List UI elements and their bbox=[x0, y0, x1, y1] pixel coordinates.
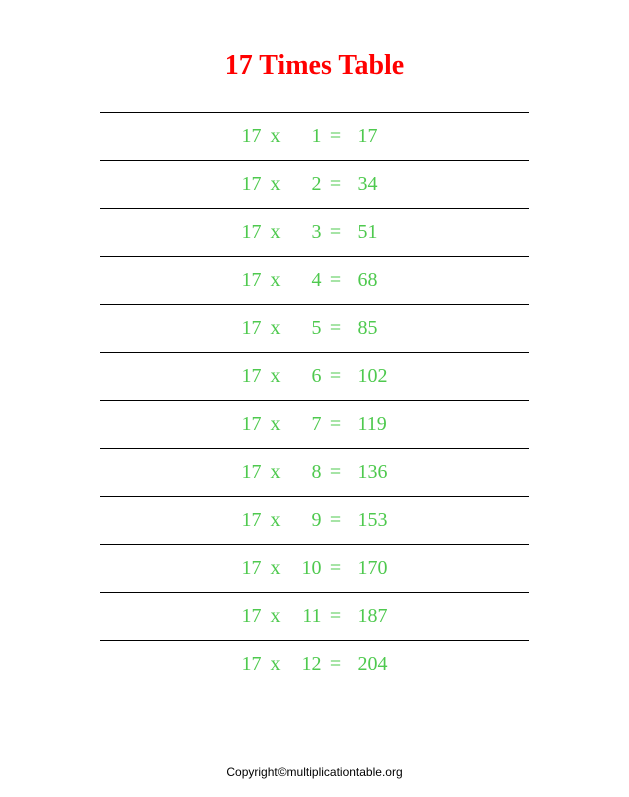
table-row: 17 x 9 = 153 bbox=[100, 496, 529, 544]
equals-symbol: = bbox=[322, 365, 350, 388]
multiplicand: 17 bbox=[230, 269, 262, 292]
multiplier: 4 bbox=[290, 269, 322, 292]
multiplicand: 17 bbox=[230, 365, 262, 388]
times-symbol: x bbox=[262, 605, 290, 628]
equation: 17 x 11 = 187 bbox=[230, 605, 400, 628]
multiplier: 10 bbox=[290, 557, 322, 580]
multiplicand: 17 bbox=[230, 317, 262, 340]
product: 187 bbox=[350, 605, 400, 628]
copyright-text: Copyright©multiplicationtable.org bbox=[0, 765, 629, 779]
equation: 17 x 2 = 34 bbox=[230, 173, 400, 196]
product: 153 bbox=[350, 509, 400, 532]
multiplier: 6 bbox=[290, 365, 322, 388]
equation: 17 x 7 = 119 bbox=[230, 413, 400, 436]
product: 68 bbox=[350, 269, 400, 292]
multiplier: 1 bbox=[290, 125, 322, 148]
table-row: 17 x 1 = 17 bbox=[100, 112, 529, 160]
equation: 17 x 9 = 153 bbox=[230, 509, 400, 532]
multiplier: 2 bbox=[290, 173, 322, 196]
times-symbol: x bbox=[262, 461, 290, 484]
equation: 17 x 5 = 85 bbox=[230, 317, 400, 340]
times-symbol: x bbox=[262, 365, 290, 388]
equation: 17 x 12 = 204 bbox=[230, 653, 400, 676]
multiplicand: 17 bbox=[230, 605, 262, 628]
multiplier: 9 bbox=[290, 509, 322, 532]
times-symbol: x bbox=[262, 413, 290, 436]
equation: 17 x 4 = 68 bbox=[230, 269, 400, 292]
equals-symbol: = bbox=[322, 653, 350, 676]
product: 136 bbox=[350, 461, 400, 484]
multiplicand: 17 bbox=[230, 461, 262, 484]
page-title: 17 Times Table bbox=[100, 50, 529, 82]
product: 51 bbox=[350, 221, 400, 244]
multiplier: 5 bbox=[290, 317, 322, 340]
product: 34 bbox=[350, 173, 400, 196]
table-row: 17 x 4 = 68 bbox=[100, 256, 529, 304]
multiplicand: 17 bbox=[230, 413, 262, 436]
multiplicand: 17 bbox=[230, 653, 262, 676]
equals-symbol: = bbox=[322, 125, 350, 148]
multiplier: 7 bbox=[290, 413, 322, 436]
product: 102 bbox=[350, 365, 400, 388]
table-row: 17 x 10 = 170 bbox=[100, 544, 529, 592]
product: 204 bbox=[350, 653, 400, 676]
multiplier: 3 bbox=[290, 221, 322, 244]
times-symbol: x bbox=[262, 509, 290, 532]
equation: 17 x 6 = 102 bbox=[230, 365, 400, 388]
times-table: 17 x 1 = 17 17 x 2 = 34 17 x 3 = 51 bbox=[100, 112, 529, 688]
times-symbol: x bbox=[262, 653, 290, 676]
times-symbol: x bbox=[262, 269, 290, 292]
equals-symbol: = bbox=[322, 413, 350, 436]
equals-symbol: = bbox=[322, 509, 350, 532]
table-row: 17 x 2 = 34 bbox=[100, 160, 529, 208]
equals-symbol: = bbox=[322, 173, 350, 196]
multiplier: 12 bbox=[290, 653, 322, 676]
equals-symbol: = bbox=[322, 557, 350, 580]
table-row: 17 x 8 = 136 bbox=[100, 448, 529, 496]
multiplicand: 17 bbox=[230, 125, 262, 148]
product: 119 bbox=[350, 413, 400, 436]
equals-symbol: = bbox=[322, 317, 350, 340]
times-symbol: x bbox=[262, 557, 290, 580]
table-row: 17 x 6 = 102 bbox=[100, 352, 529, 400]
multiplicand: 17 bbox=[230, 173, 262, 196]
times-symbol: x bbox=[262, 173, 290, 196]
product: 85 bbox=[350, 317, 400, 340]
multiplicand: 17 bbox=[230, 557, 262, 580]
equals-symbol: = bbox=[322, 605, 350, 628]
table-row: 17 x 3 = 51 bbox=[100, 208, 529, 256]
equals-symbol: = bbox=[322, 461, 350, 484]
multiplier: 8 bbox=[290, 461, 322, 484]
product: 17 bbox=[350, 125, 400, 148]
equation: 17 x 3 = 51 bbox=[230, 221, 400, 244]
equals-symbol: = bbox=[322, 221, 350, 244]
table-row: 17 x 12 = 204 bbox=[100, 640, 529, 688]
multiplicand: 17 bbox=[230, 509, 262, 532]
times-symbol: x bbox=[262, 125, 290, 148]
table-row: 17 x 5 = 85 bbox=[100, 304, 529, 352]
table-row: 17 x 7 = 119 bbox=[100, 400, 529, 448]
equals-symbol: = bbox=[322, 269, 350, 292]
equation: 17 x 10 = 170 bbox=[230, 557, 400, 580]
main-container: 17 Times Table 17 x 1 = 17 17 x 2 = 34 1… bbox=[0, 0, 629, 688]
times-symbol: x bbox=[262, 221, 290, 244]
multiplicand: 17 bbox=[230, 221, 262, 244]
multiplier: 11 bbox=[290, 605, 322, 628]
product: 170 bbox=[350, 557, 400, 580]
equation: 17 x 8 = 136 bbox=[230, 461, 400, 484]
table-row: 17 x 11 = 187 bbox=[100, 592, 529, 640]
equation: 17 x 1 = 17 bbox=[230, 125, 400, 148]
times-symbol: x bbox=[262, 317, 290, 340]
